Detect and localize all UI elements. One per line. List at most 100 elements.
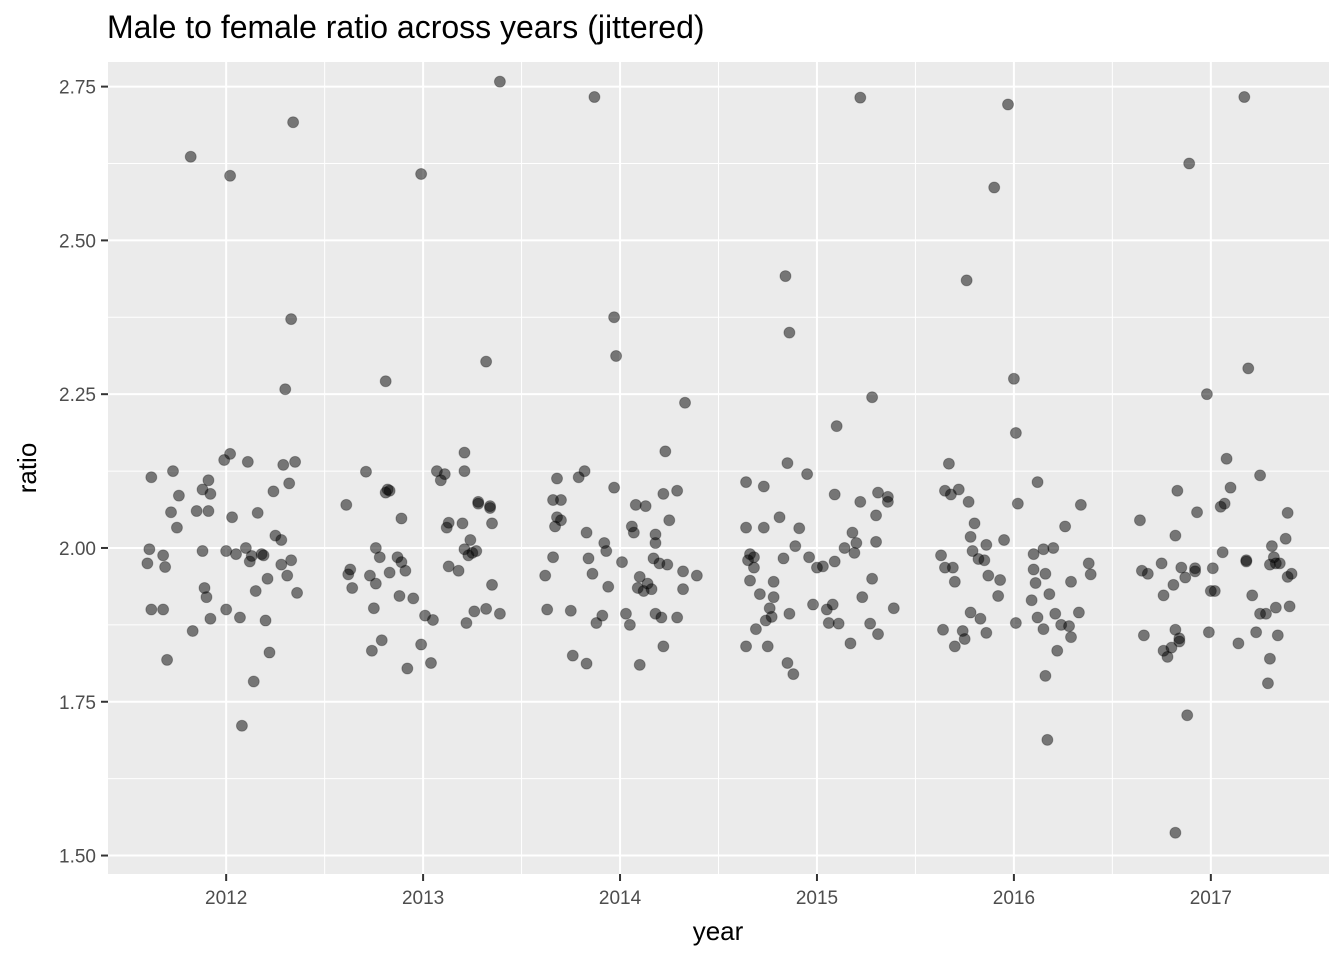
data-point [767,591,780,604]
data-point [226,511,239,524]
x-tick-label: 2012 [205,888,247,909]
data-point [235,719,248,732]
data-point [165,506,178,519]
data-point [767,575,780,588]
data-point [363,569,376,582]
data-point [285,554,298,567]
data-point [740,640,753,653]
data-point [220,603,233,616]
data-point [1041,733,1054,746]
data-point [172,489,185,502]
data-point [1165,641,1178,654]
data-point [1285,567,1298,580]
data-point [866,391,879,404]
data-point [1047,541,1060,554]
data-point [415,167,428,180]
data-point [627,526,640,539]
data-point [1202,626,1215,639]
data-point [952,483,965,496]
data-point [962,495,975,508]
data-point [470,545,483,558]
y-tick-label: 2.75 [59,78,96,99]
data-point [424,657,437,669]
data-point [1137,629,1150,642]
data-point [619,607,632,620]
data-point [1029,577,1042,590]
data-point [690,569,703,582]
data-point [659,445,672,458]
data-point [202,505,215,518]
data-point [787,668,800,681]
data-point [245,549,258,562]
data-point [1179,571,1192,584]
data-point [779,270,792,283]
data-point [486,517,499,530]
data-point [383,566,396,579]
y-axis-title: ratio [12,443,42,494]
data-point [1082,557,1095,570]
data-point [948,575,961,588]
data-point [1031,476,1044,489]
data-point [1009,426,1022,439]
data-point [395,512,408,525]
data-point [844,637,857,650]
data-point [281,569,294,582]
data-point [159,561,172,574]
data-point [789,540,802,553]
data-point [866,572,879,585]
data-point [230,548,243,561]
data-point [978,554,991,567]
data-point [1065,631,1078,644]
data-point [554,514,567,527]
x-axis-title: year [693,916,744,946]
data-point [1059,520,1072,533]
data-point [566,649,579,662]
data-point [145,471,158,484]
data-point [161,653,174,666]
data-point [816,560,829,573]
data-point [980,626,993,639]
data-point [1084,568,1097,581]
data-point [1220,452,1233,465]
data-point [249,585,262,598]
data-point [1261,677,1274,690]
data-point [629,498,642,511]
data-point [1181,709,1194,722]
data-point [946,561,959,574]
data-point [854,91,867,104]
data-point [870,535,883,548]
data-point [1155,557,1168,570]
data-point [1183,157,1196,170]
x-tick-label: 2013 [402,888,444,909]
data-point [586,567,599,580]
data-point [610,350,623,363]
data-point [1007,372,1020,385]
data-point [367,602,380,615]
data-point [747,561,760,574]
y-tick-label: 2.50 [59,231,96,252]
data-point [407,592,420,605]
data-point [740,476,753,489]
data-point [807,598,820,611]
data-point [777,552,790,565]
data-point [655,611,668,624]
data-point [838,541,851,554]
data-point [196,545,209,558]
data-point [1027,563,1040,576]
data-point [157,603,170,616]
data-point [486,578,499,591]
data-point [964,606,977,619]
data-point [190,505,203,518]
data-point [657,640,670,653]
data-point [1200,388,1213,401]
data-point [1169,529,1182,542]
data-point [564,604,577,617]
data-point [267,485,280,498]
data-point [1141,567,1154,580]
data-point [554,493,567,506]
data-point [480,602,493,615]
data-point [464,533,477,546]
data-point [968,517,981,530]
data-point [261,572,274,585]
data-point [1240,555,1253,568]
